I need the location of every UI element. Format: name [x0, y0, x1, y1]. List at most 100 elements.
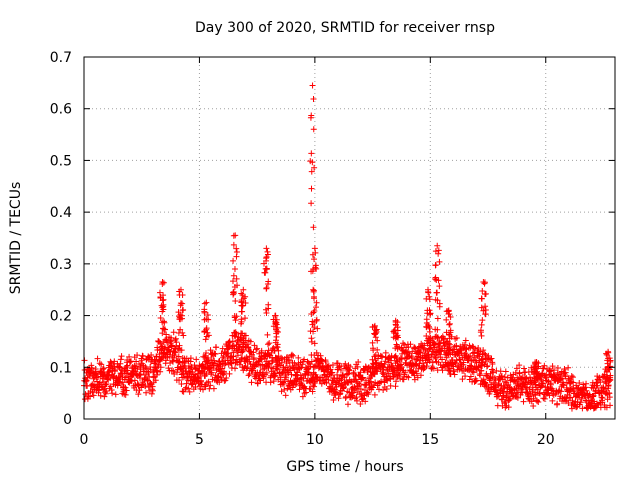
data-point — [312, 363, 319, 370]
data-point — [570, 379, 577, 386]
data-point — [251, 342, 258, 349]
data-point — [497, 368, 504, 375]
data-point — [183, 380, 190, 387]
data-point — [549, 363, 556, 370]
data-point — [489, 360, 496, 367]
data-point — [482, 291, 489, 298]
data-point — [451, 371, 458, 378]
data-point — [311, 352, 318, 359]
data-point — [290, 352, 297, 359]
data-point — [245, 372, 252, 379]
data-point — [185, 385, 192, 392]
data-point — [416, 350, 423, 357]
data-point — [112, 368, 119, 375]
data-point — [516, 370, 523, 377]
data-point — [560, 382, 567, 389]
data-point — [365, 391, 372, 398]
data-point — [573, 404, 580, 411]
data-point — [278, 370, 285, 377]
data-point — [265, 347, 272, 354]
data-point — [465, 353, 472, 360]
data-point — [513, 393, 520, 400]
data-point — [310, 309, 317, 316]
data-point — [426, 293, 433, 300]
data-point — [263, 266, 270, 273]
data-point — [472, 378, 479, 385]
data-point — [482, 311, 489, 318]
data-point — [356, 372, 363, 379]
data-point — [453, 334, 460, 341]
data-point — [371, 331, 378, 338]
data-point — [329, 369, 336, 376]
data-point — [288, 351, 295, 358]
data-point — [128, 378, 135, 385]
data-point — [254, 380, 261, 387]
data-point — [263, 255, 270, 262]
data-point — [374, 380, 381, 387]
data-point — [153, 371, 160, 378]
data-point — [447, 329, 454, 336]
data-point — [362, 398, 369, 405]
data-point — [240, 286, 247, 293]
data-point — [170, 367, 177, 374]
data-point — [165, 365, 172, 372]
data-point — [362, 382, 369, 389]
data-point — [372, 379, 379, 386]
data-point — [434, 315, 441, 322]
data-point — [143, 389, 150, 396]
data-point — [378, 378, 385, 385]
data-point — [260, 260, 267, 267]
data-point — [310, 126, 317, 133]
data-point — [426, 358, 433, 365]
y-tick-label: 0.7 — [50, 50, 72, 66]
data-point — [476, 353, 483, 360]
data-point — [208, 371, 215, 378]
data-point — [271, 347, 278, 354]
data-point — [180, 332, 187, 339]
data-point — [231, 283, 238, 290]
data-point — [157, 294, 164, 301]
data-point — [391, 327, 398, 334]
data-point — [594, 382, 601, 389]
data-point — [180, 374, 187, 381]
data-point — [261, 353, 268, 360]
data-point — [409, 369, 416, 376]
data-point — [312, 264, 319, 271]
data-point — [353, 397, 360, 404]
data-point — [421, 342, 428, 349]
data-point — [160, 318, 167, 325]
data-point — [242, 343, 249, 350]
y-tick-label: 0.4 — [50, 205, 72, 221]
data-point — [446, 335, 453, 342]
data-point — [126, 353, 133, 360]
data-point — [90, 392, 97, 399]
data-point — [322, 358, 329, 365]
data-point — [201, 306, 208, 313]
data-point — [314, 325, 321, 332]
data-point — [462, 337, 469, 344]
data-point — [156, 289, 163, 296]
data-point — [273, 365, 280, 372]
data-point — [323, 380, 330, 387]
data-point — [519, 389, 526, 396]
data-point — [176, 377, 183, 384]
data-point — [428, 351, 435, 358]
data-point — [602, 379, 609, 386]
data-point — [160, 296, 167, 303]
data-point — [101, 393, 108, 400]
data-point — [446, 346, 453, 353]
data-point — [606, 378, 613, 385]
data-point — [313, 317, 320, 324]
data-point — [239, 303, 246, 310]
data-point — [530, 395, 537, 402]
data-point — [253, 346, 260, 353]
data-point — [540, 395, 547, 402]
data-point — [568, 372, 575, 379]
data-point — [211, 357, 218, 364]
data-point — [124, 362, 131, 369]
data-point — [160, 279, 167, 286]
x-tick-label: 0 — [80, 432, 89, 448]
data-point — [177, 302, 184, 309]
data-point — [381, 361, 388, 368]
data-point — [273, 359, 280, 366]
